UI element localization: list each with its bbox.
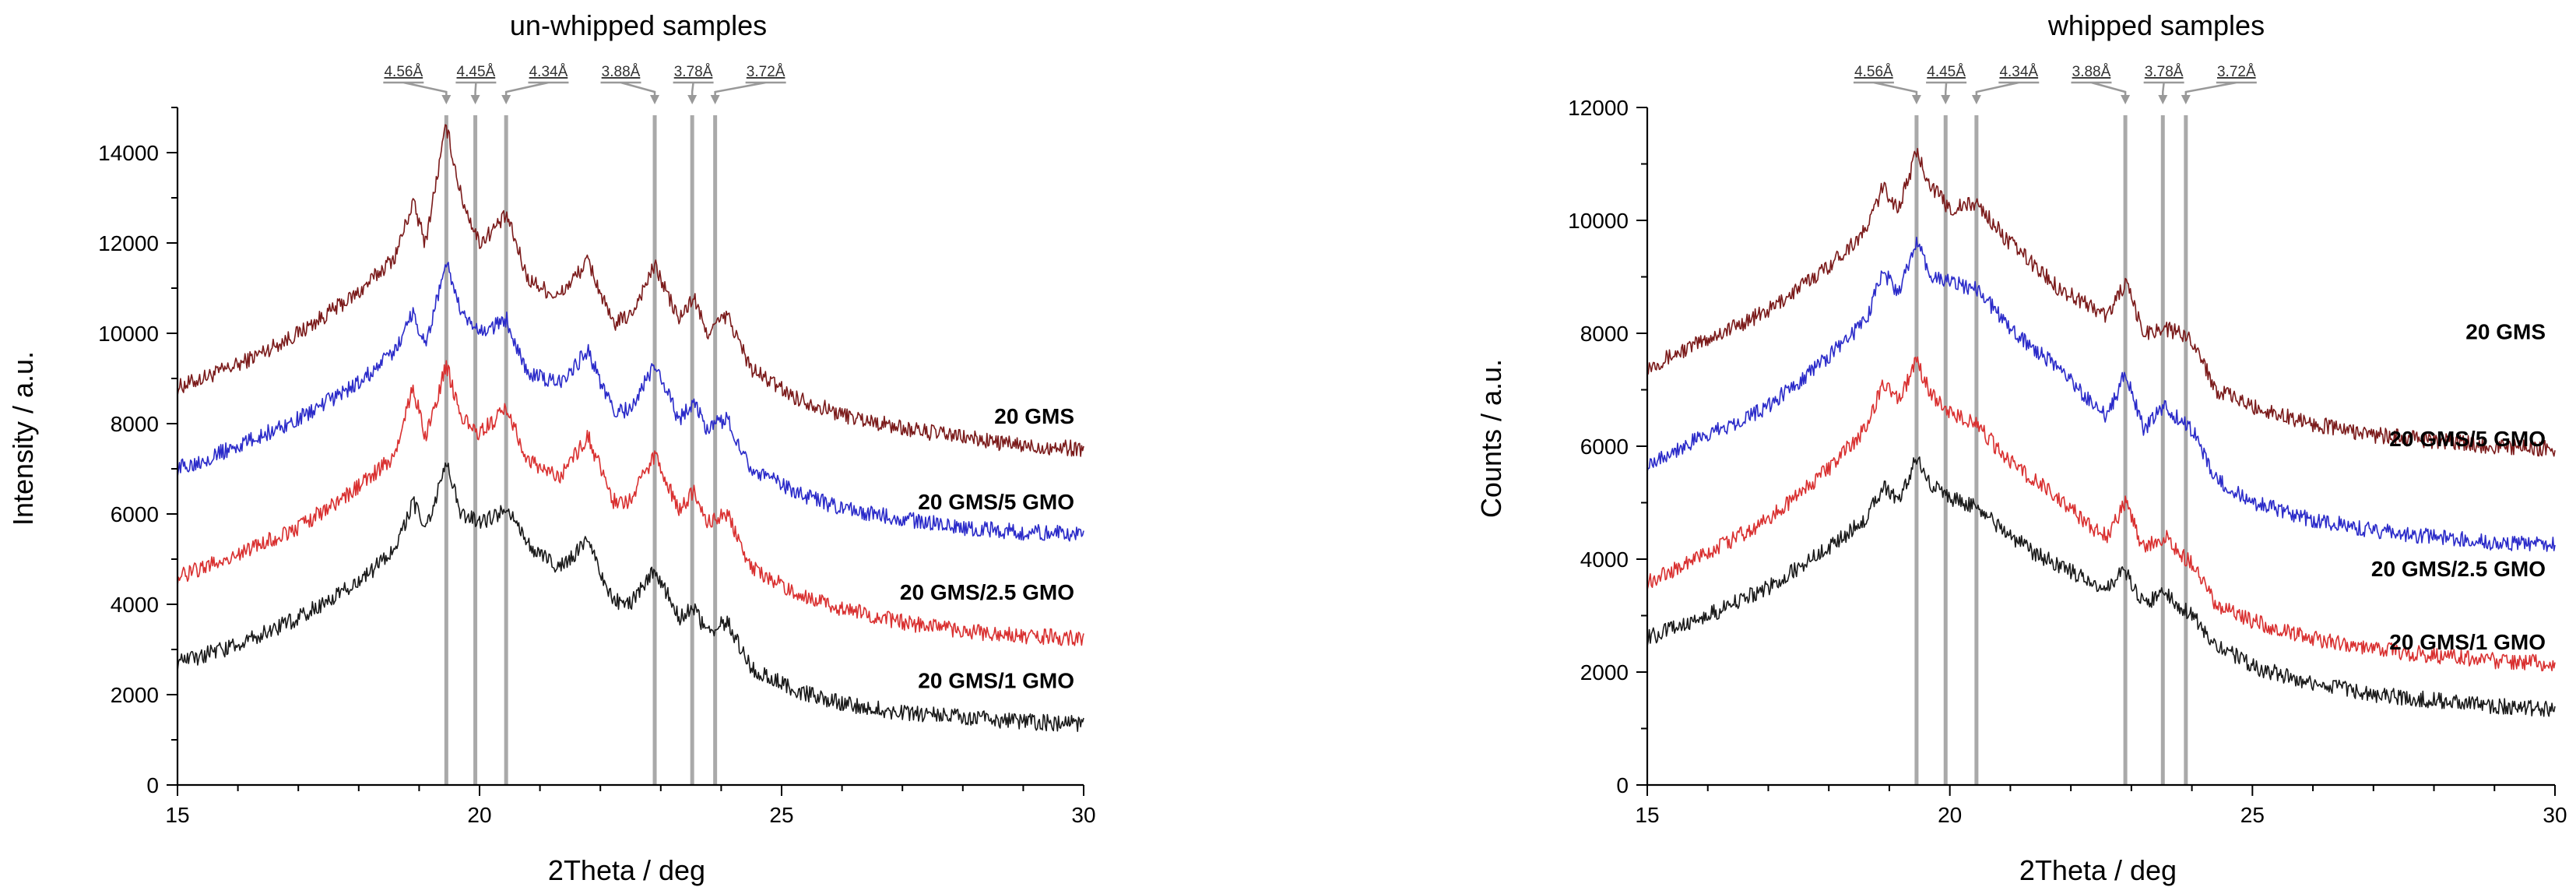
whipped-ref-label-4: 3.78Å: [2145, 64, 2184, 80]
whipped-y-tick-label: 0: [1616, 773, 1629, 797]
whipped-ref-label-0: 4.56Å: [1854, 64, 1893, 80]
whipped-series-line-1: [1646, 236, 2556, 552]
whipped-series-label-3: 20 GMS/1 GMO: [2389, 630, 2546, 654]
unwhipped-series-label-0: 20 GMS: [994, 404, 1074, 428]
unwhipped-ref-label-3: 3.88Å: [602, 64, 641, 80]
whipped-series-label-0: 20 GMS: [2465, 319, 2546, 343]
unwhipped-series-label-1: 20 GMS/5 GMO: [918, 490, 1074, 514]
unwhipped-ref-bracket-0: [383, 81, 448, 97]
unwhipped-ref-arrow-0: [441, 95, 452, 104]
whipped-ref-bracket-5: [2184, 81, 2257, 97]
unwhipped-x-axis-label: 2Theta / deg: [548, 854, 705, 886]
whipped-series-label-1: 20 GMS/5 GMO: [2389, 427, 2546, 451]
unwhipped-y-ticks: 0 2000 4000 6000 8000 10000 12000 14000: [98, 107, 177, 797]
whipped-ref-bracket-4: [2143, 81, 2184, 97]
unwhipped-x-tick-label: 20: [467, 803, 491, 827]
unwhipped-ref-label-0: 4.56Å: [384, 64, 423, 80]
whipped-ref-label-2: 4.34Å: [1999, 64, 2038, 80]
unwhipped-series-line-3: [177, 462, 1084, 733]
whipped-y-axis-label: Counts / a.u.: [1475, 359, 1507, 518]
unwhipped-x-tick-label: 25: [769, 803, 793, 827]
unwhipped-ref-arrow-5: [710, 95, 720, 104]
whipped-ref-bracket-2: [1975, 81, 2040, 97]
whipped-x-ticks: 15 20 25 30: [1635, 785, 2567, 827]
unwhipped-ref-bracket-1: [455, 81, 497, 97]
whipped-y-tick-label: 2000: [1580, 660, 1629, 685]
unwhipped-series-line-2: [177, 360, 1084, 646]
whipped-ref-arrow-5: [2181, 95, 2191, 104]
whipped-ref-arrow-4: [2158, 95, 2168, 104]
whipped-series-label-2: 20 GMS/2.5 GMO: [2371, 557, 2546, 581]
unwhipped-ref-bracket-3: [600, 81, 656, 97]
whipped-ref-bracket-0: [1853, 81, 1918, 97]
unwhipped-ref-label-1: 4.45Å: [457, 64, 496, 80]
whipped-ref-arrow-3: [2121, 95, 2131, 104]
unwhipped-series-label-2: 20 GMS/2.5 GMO: [900, 580, 1074, 604]
unwhipped-x-ticks: 15 20 25 30: [165, 785, 1096, 827]
whipped-series-line-3: [1646, 456, 2556, 717]
whipped-traces: 20 GMS 20 GMS/5 GMO 20 GMS/2.5 GMO 20 GMS/1…: [1646, 147, 2556, 717]
whipped-panel-title: whipped samples: [2047, 9, 2265, 41]
unwhipped-y-tick-label: 2000: [111, 683, 159, 707]
whipped-ref-arrow-0: [1911, 95, 1921, 104]
whipped-reference-lines: 4.56Å 4.45Å 4.34Å 3.88Å 3.78Å 3.72Å: [1853, 64, 2257, 785]
whipped-y-ticks: 0 2000 4000 6000 8000 10000 12000: [1568, 96, 1647, 797]
unwhipped-x-tick-label: 30: [1071, 803, 1095, 827]
whipped-x-tick-label: 30: [2543, 803, 2567, 827]
whipped-y-tick-label: 12000: [1568, 96, 1629, 120]
unwhipped-traces: 20 GMS 20 GMS/5 GMO 20 GMS/2.5 GMO 20 GMS/1…: [177, 124, 1084, 733]
unwhipped-ref-bracket-5: [714, 81, 786, 97]
whipped-x-tick-label: 20: [1938, 803, 1962, 827]
whipped-ref-arrow-1: [1941, 95, 1951, 104]
whipped-ref-bracket-3: [2071, 81, 2127, 97]
whipped-x-axis-label: 2Theta / deg: [2019, 854, 2177, 886]
unwhipped-series-line-1: [177, 262, 1084, 542]
whipped-y-tick-label: 4000: [1580, 547, 1629, 572]
whipped-y-tick-label: 10000: [1568, 209, 1629, 233]
whipped-series-line-2: [1646, 356, 2556, 672]
unwhipped-y-tick-label: 10000: [98, 322, 159, 346]
unwhipped-series-label-3: 20 GMS/1 GMO: [918, 668, 1074, 692]
unwhipped-ref-arrow-2: [501, 95, 511, 104]
unwhipped-ref-label-4: 3.78Å: [674, 64, 713, 80]
whipped-series-line-0: [1646, 147, 2556, 457]
unwhipped-y-tick-label: 8000: [111, 412, 159, 436]
unwhipped-series-line-0: [177, 124, 1084, 457]
whipped-y-tick-label: 8000: [1580, 322, 1629, 346]
whipped-ref-bracket-1: [1926, 81, 1967, 97]
unwhipped-y-tick-label: 12000: [98, 231, 159, 255]
unwhipped-y-tick-label: 14000: [98, 141, 159, 165]
whipped-y-tick-label: 6000: [1580, 435, 1629, 459]
unwhipped-y-axis-label: Intensity / a.u.: [7, 351, 39, 526]
unwhipped-x-tick-label: 15: [165, 803, 189, 827]
whipped-x-tick-label: 15: [1635, 803, 1659, 827]
unwhipped-y-tick-label: 0: [146, 773, 159, 797]
whipped-ref-label-5: 3.72Å: [2217, 64, 2256, 80]
whipped-ref-label-3: 3.88Å: [2072, 64, 2111, 80]
unwhipped-ref-arrow-4: [687, 95, 698, 104]
unwhipped-ref-arrow-1: [470, 95, 480, 104]
unwhipped-reference-lines: 4.56Å 4.45Å 4.34Å 3.88Å 3.78Å 3.72Å: [383, 64, 786, 785]
unwhipped-ref-label-2: 4.34Å: [529, 64, 568, 80]
whipped-ref-label-1: 4.45Å: [1927, 64, 1966, 80]
unwhipped-ref-label-5: 3.72Å: [747, 64, 785, 80]
unwhipped-y-tick-label: 6000: [111, 502, 159, 526]
whipped-ref-arrow-2: [1971, 95, 1981, 104]
unwhipped-ref-bracket-4: [673, 81, 714, 97]
unwhipped-ref-bracket-2: [504, 81, 569, 97]
unwhipped-y-tick-label: 4000: [111, 593, 159, 617]
unwhipped-panel: un-whipped samples 2Theta / deg Intensit…: [7, 9, 1096, 886]
unwhipped-panel-title: un-whipped samples: [510, 9, 767, 41]
unwhipped-ref-arrow-3: [650, 95, 660, 104]
whipped-panel: whipped samples 2Theta / deg Counts / a.…: [1475, 9, 2567, 886]
whipped-x-tick-label: 25: [2240, 803, 2265, 827]
